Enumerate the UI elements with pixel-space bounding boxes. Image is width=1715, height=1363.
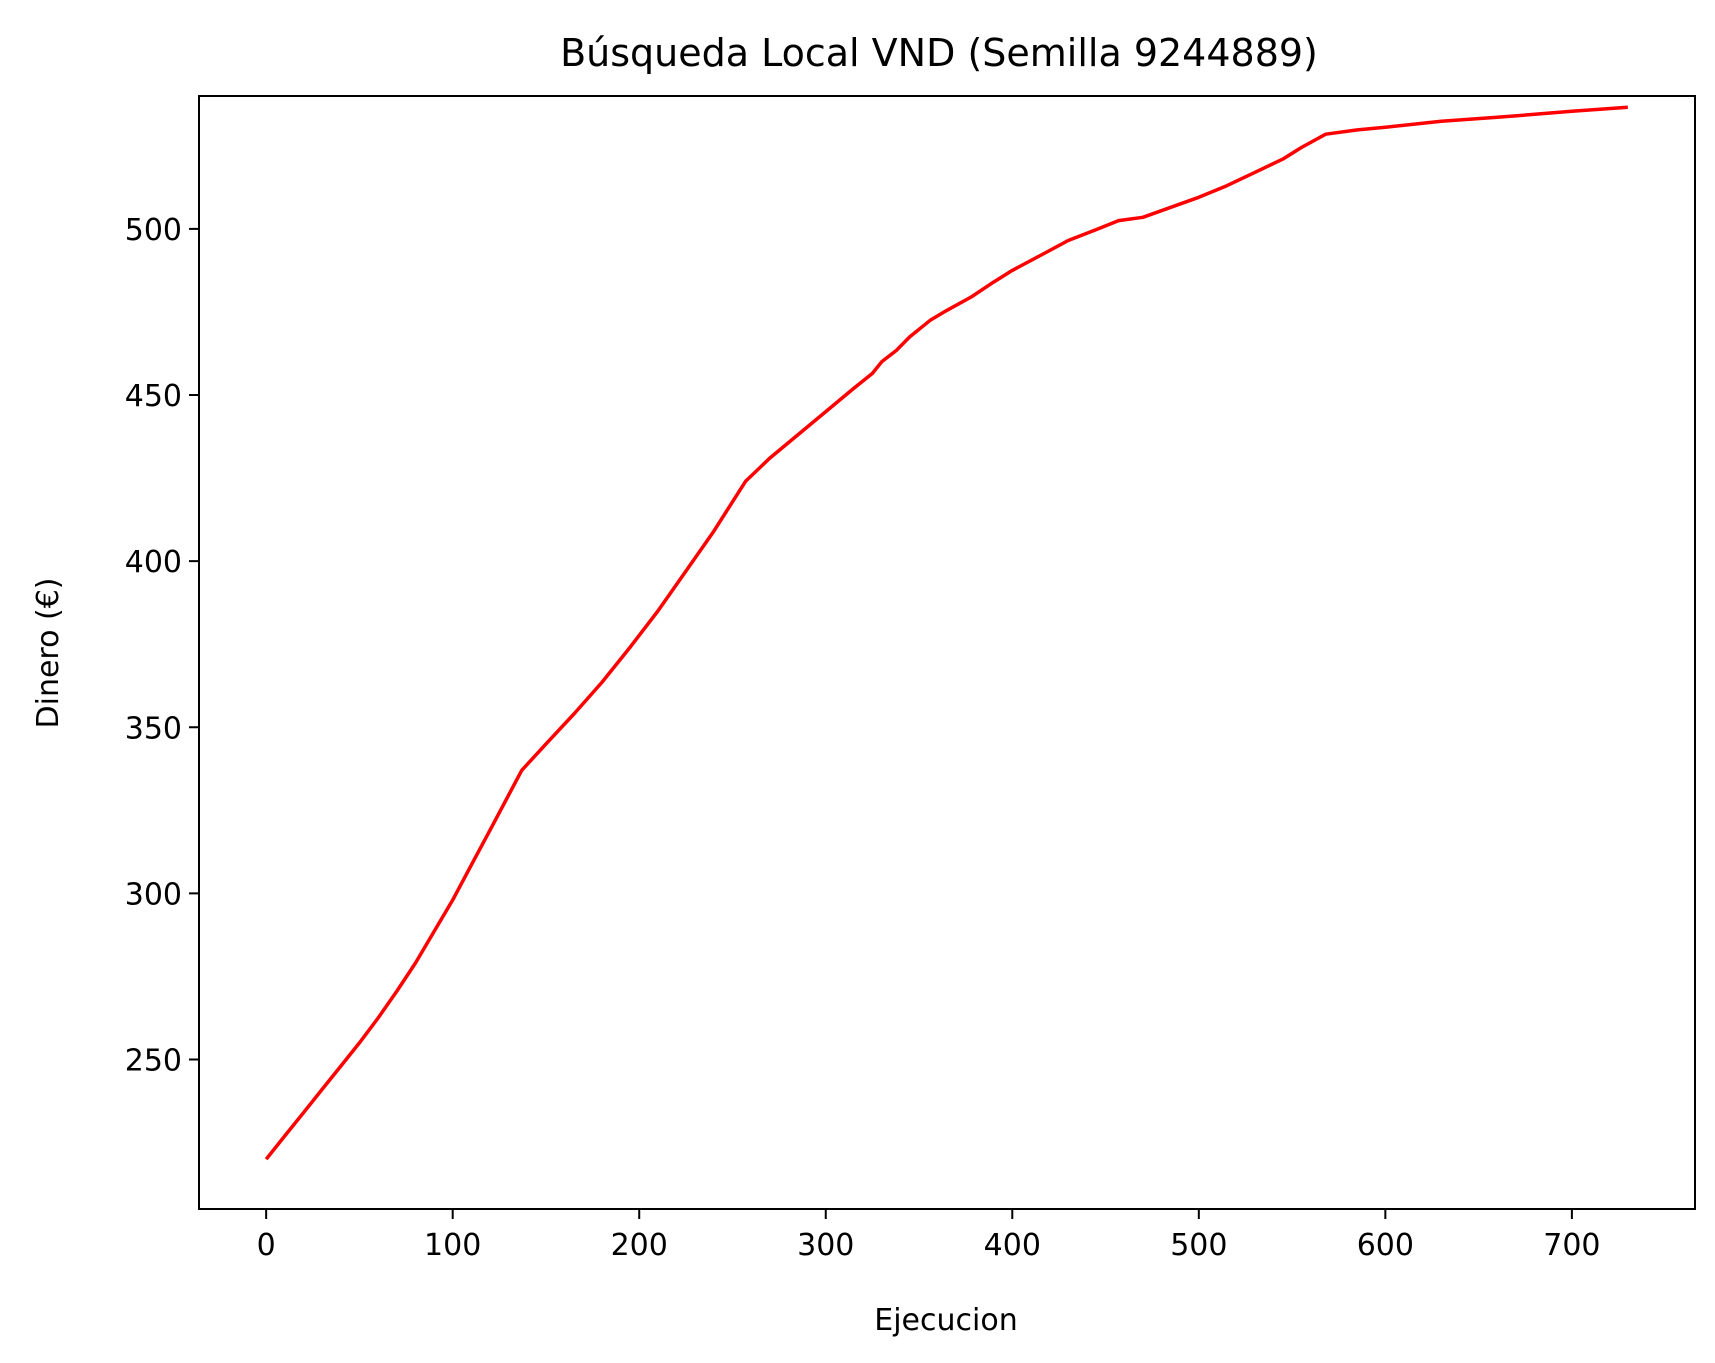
plot-area [199,96,1695,1209]
y-tick-label: 400 [125,545,182,580]
y-tick-label: 350 [125,711,182,746]
y-tick-label: 450 [125,379,182,414]
x-axis-label: Ejecucion [874,1303,1017,1338]
y-tick-label: 300 [125,877,182,912]
y-tick-label: 500 [125,213,182,248]
series-layer [264,105,1628,1161]
chart-title: Búsqueda Local VND (Semilla 9244889) [560,31,1318,75]
plot-frame [198,95,1696,1210]
series-line [264,105,1628,1161]
x-tick-label: 200 [611,1228,668,1263]
y-tick-label: 250 [125,1043,182,1078]
x-tick-label: 500 [1170,1228,1227,1263]
x-tick-label: 300 [797,1228,854,1263]
x-tick-label: 600 [1357,1228,1414,1263]
y-axis: 250 300 350 400 450 500 [125,213,199,1078]
x-tick-label: 100 [424,1228,481,1263]
y-axis-label: Dinero (€) [31,578,66,729]
x-axis: 0 100 200 300 400 500 600 700 [257,1209,1601,1263]
x-tick-label: 0 [257,1228,276,1263]
x-tick-label: 400 [984,1228,1041,1263]
x-tick-label: 700 [1543,1228,1600,1263]
